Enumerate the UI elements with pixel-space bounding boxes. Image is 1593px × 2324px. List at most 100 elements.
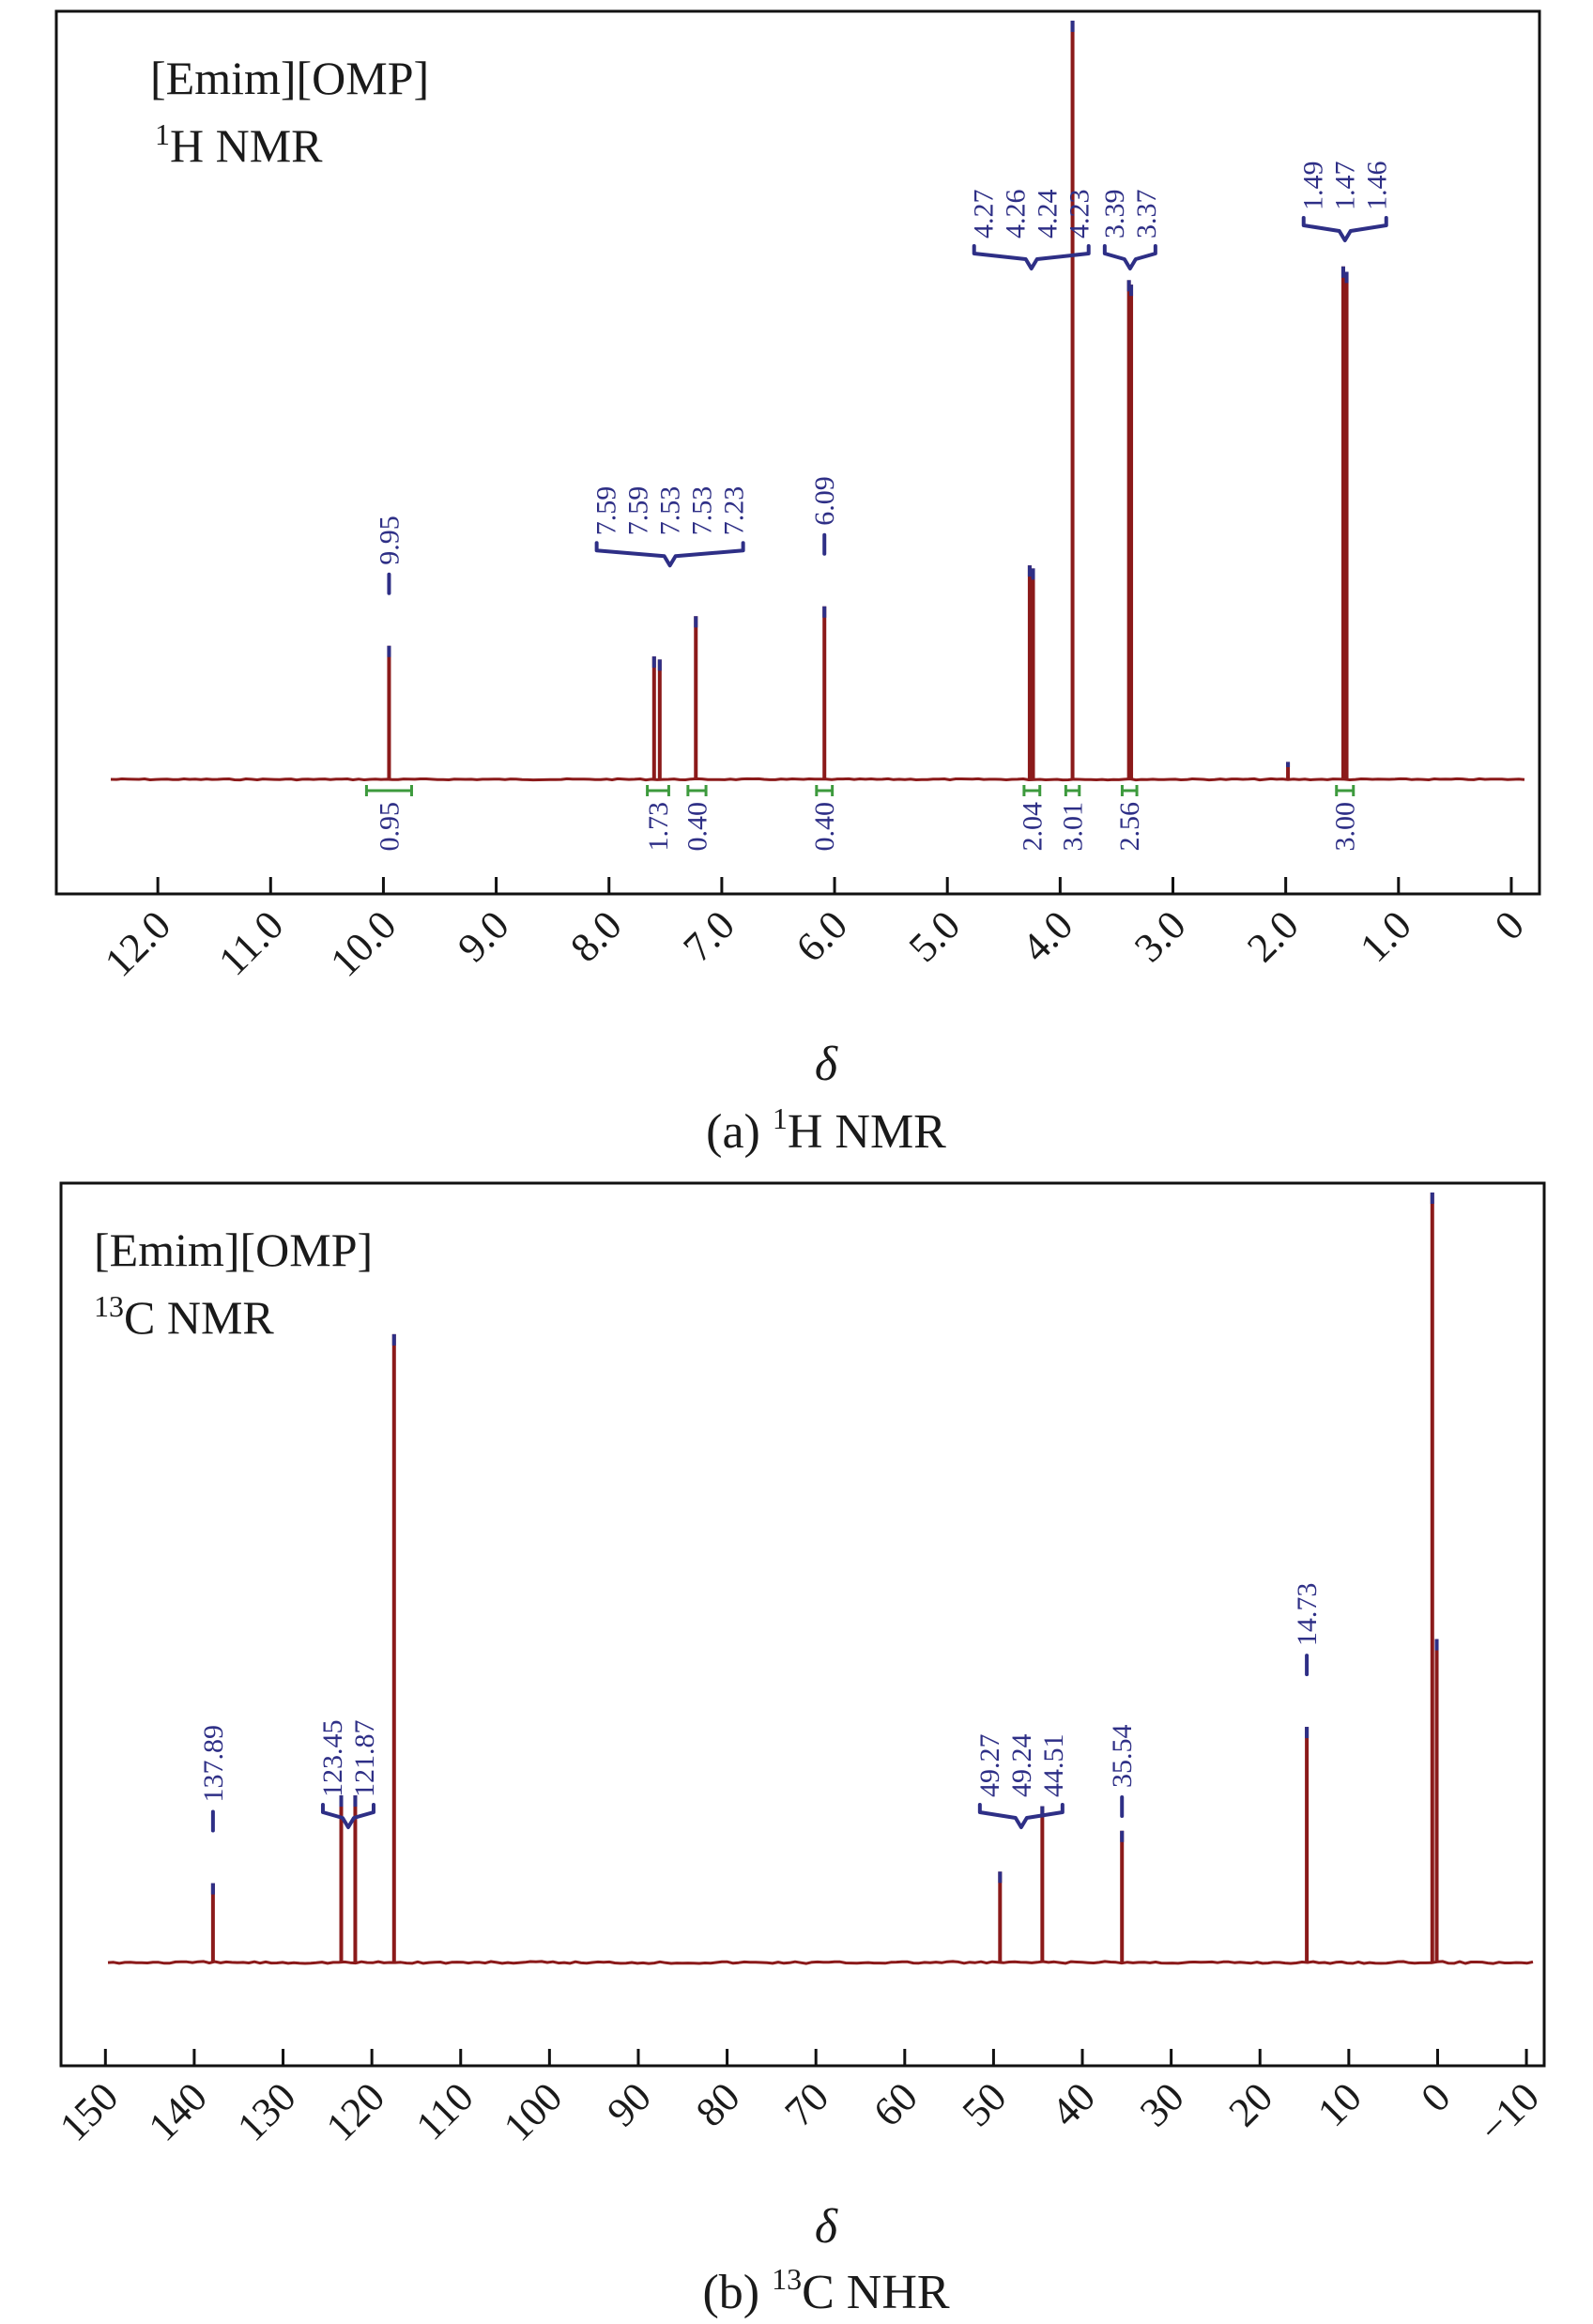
peak-label: 14.73 — [1292, 1583, 1323, 1647]
brace-1 — [594, 541, 745, 568]
peak-label: 6.09 — [809, 476, 840, 526]
x-tick-label: 0 — [1486, 901, 1533, 948]
peak-label: 121.87 — [349, 1720, 380, 1798]
x-tick-label: 12.0 — [96, 901, 179, 985]
spectrum-baseline — [110, 777, 1525, 782]
x-tick-label: 60 — [865, 2073, 927, 2135]
x-tick-label: 7.0 — [674, 901, 743, 971]
integral-bar-5 — [1064, 785, 1081, 796]
integral-bar-3 — [815, 785, 835, 796]
x-tick-label: 8.0 — [561, 901, 631, 971]
peak-label: 4.26 — [1001, 190, 1032, 239]
peak-label: 44.51 — [1038, 1734, 1069, 1798]
spectrum-peaks — [387, 21, 1349, 779]
panel-13c-nmr: [Emim][OMP] 13C NMR 137.89 123.45 121.87 49… — [0, 1164, 1593, 2324]
peak-label-braces — [210, 1654, 1310, 1833]
chart-13c-nmr: [Emim][OMP] 13C NMR 137.89 123.45 121.87 49… — [51, 1181, 1548, 2319]
x-tick-label: 4.0 — [1013, 901, 1082, 971]
figure-caption-b: (b) 13C NHR — [702, 2262, 949, 2319]
peak-label: 49.27 — [974, 1734, 1005, 1798]
brace-2 — [977, 1803, 1065, 1829]
integral-value: 1.73 — [643, 802, 674, 852]
x-tick-label: 130 — [228, 2073, 304, 2149]
x-tick-label: 5.0 — [900, 901, 970, 971]
peak-label: 7.53 — [655, 486, 686, 536]
x-tick-label: 11.0 — [209, 901, 292, 984]
brace-4 — [1102, 244, 1157, 270]
figure-caption-a: (a) 1H NMR — [706, 1101, 946, 1159]
peak-label: 1.46 — [1362, 162, 1393, 211]
integral-value: 0.40 — [682, 802, 712, 852]
plot-frame — [59, 1181, 1546, 2068]
integral-bar-6 — [1120, 785, 1139, 796]
x-axis-ticks: 150 140 130 120 110 100 90 80 70 60 50 40 30 20 10 0 −10 — [51, 2049, 1548, 2152]
peak-label: 4.27 — [969, 190, 1000, 239]
peak-label: 9.95 — [374, 516, 405, 565]
spectrum-baseline — [107, 1960, 1534, 1965]
x-tick-label: 10 — [1309, 2073, 1371, 2135]
x-axis-title: δ — [815, 2200, 838, 2254]
x-tick-label: 150 — [51, 2073, 127, 2149]
x-tick-label: 0 — [1412, 2073, 1459, 2120]
integral-value: 0.95 — [374, 802, 405, 852]
x-tick-label: 80 — [687, 2073, 749, 2135]
x-tick-label: 6.0 — [788, 901, 857, 971]
peak-label: 4.24 — [1033, 190, 1064, 239]
x-tick-label: 100 — [495, 2073, 571, 2149]
x-tick-label: 90 — [598, 2073, 660, 2135]
peak-labels: 137.89 123.45 121.87 49.27 49.24 44.51 35.54 14… — [198, 1583, 1323, 1803]
compound-label: [Emim][OMP] — [150, 52, 429, 104]
integral-bar-4 — [1022, 785, 1042, 796]
plot-frame — [54, 9, 1541, 896]
peak-label: 3.39 — [1099, 190, 1130, 239]
x-tick-label: 10.0 — [321, 901, 405, 985]
peak-label: 7.59 — [591, 486, 622, 536]
integral-bar-2 — [686, 785, 708, 796]
x-tick-label: 140 — [140, 2073, 216, 2149]
integral-bar-0 — [364, 785, 413, 796]
integral-value: 3.01 — [1058, 802, 1089, 852]
x-tick-label: 3.0 — [1126, 901, 1195, 971]
chart-1h-nmr: [Emim][OMP] 1H NMR 0.95 1.73 0.40 0.40 2.04 3… — [54, 9, 1541, 1159]
x-axis-title: δ — [815, 1038, 838, 1091]
integral-value: 3.00 — [1330, 802, 1361, 852]
x-tick-label: 110 — [407, 2073, 482, 2148]
peak-label-braces — [387, 216, 1388, 595]
x-tick-label: −10 — [1470, 2073, 1548, 2151]
peak-label: 35.54 — [1107, 1725, 1138, 1789]
integral-bar-1 — [646, 785, 670, 796]
x-tick-label: 120 — [317, 2073, 393, 2149]
brace-1 — [320, 1803, 375, 1829]
integral-bar-7 — [1335, 785, 1356, 796]
panel-1h-nmr: [Emim][OMP] 1H NMR 0.95 1.73 0.40 0.40 2.04 3… — [54, 9, 1541, 1159]
x-tick-label: 20 — [1220, 2073, 1282, 2135]
nucleus-label: 13C NMR — [94, 1289, 274, 1344]
peak-label: 123.45 — [317, 1720, 348, 1798]
brace-3 — [972, 244, 1091, 270]
x-tick-label: 1.0 — [1351, 901, 1420, 971]
peak-label: 7.53 — [687, 486, 718, 536]
x-tick-label: 2.0 — [1238, 901, 1308, 971]
peak-label: 7.23 — [719, 486, 750, 536]
integral-value: 0.40 — [809, 802, 840, 852]
peak-label: 49.24 — [1006, 1734, 1037, 1798]
peak-label: 7.59 — [623, 486, 654, 536]
x-tick-label: 30 — [1131, 2073, 1193, 2135]
peak-label: 137.89 — [198, 1725, 229, 1803]
peak-label: 1.47 — [1330, 162, 1361, 211]
integral-value: 2.56 — [1114, 802, 1145, 852]
brace-5 — [1301, 216, 1388, 242]
x-tick-label: 50 — [954, 2073, 1016, 2135]
x-tick-label: 70 — [776, 2073, 838, 2135]
peak-label: 1.49 — [1298, 162, 1329, 211]
peak-labels: 9.957.59 7.59 7.53 7.53 7.23 6.094.27 4.26 4.24… — [374, 162, 1392, 565]
spectrum-peaks — [210, 1193, 1439, 1962]
x-tick-label: 40 — [1042, 2073, 1104, 2135]
integral-marks: 0.95 1.73 0.40 0.40 2.04 3.01 2.56 3.00 — [364, 785, 1361, 852]
nucleus-label: 1H NMR — [155, 117, 323, 172]
integral-value: 2.04 — [1017, 802, 1048, 852]
peak-label: 3.37 — [1131, 190, 1162, 239]
compound-label: [Emim][OMP] — [94, 1224, 373, 1276]
peak-label: 4.23 — [1065, 190, 1095, 239]
x-tick-label: 9.0 — [449, 901, 518, 971]
